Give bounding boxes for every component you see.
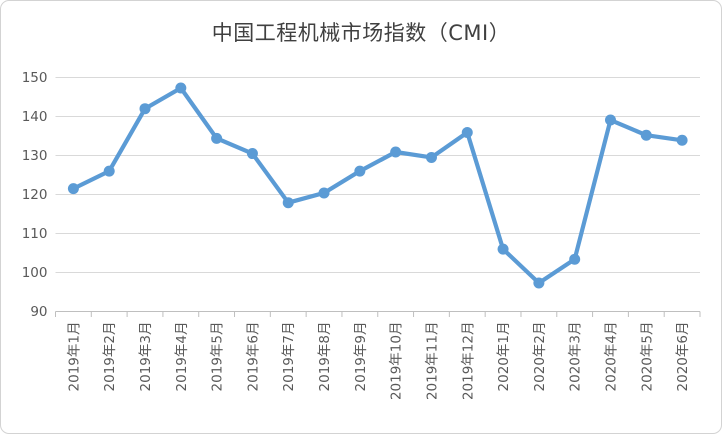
y-axis-tick-label: 130 — [22, 148, 48, 164]
x-axis-tick-label: 2019年12月 — [460, 322, 476, 401]
x-axis-tick-label: 2019年3月 — [138, 322, 154, 392]
data-point-marker — [246, 148, 258, 160]
x-axis-tick-label: 2019年10月 — [389, 322, 405, 401]
data-series-line — [71, 85, 685, 286]
x-axis-tick-label: 2020年1月 — [496, 322, 512, 392]
data-point-marker — [461, 126, 473, 138]
x-axis-tick-label: 2020年2月 — [532, 322, 548, 392]
data-point-marker — [533, 277, 545, 289]
x-axis-tick-label: 2019年9月 — [353, 322, 369, 392]
data-point-marker — [139, 103, 151, 115]
x-axis-tick-label: 2019年11月 — [424, 322, 440, 401]
x-axis-tick-label: 2019年7月 — [281, 322, 297, 392]
data-point-marker — [569, 253, 581, 265]
data-point-marker — [103, 165, 115, 177]
x-axis-tick-label: 2020年4月 — [603, 322, 619, 392]
x-axis-tick-label: 2020年6月 — [675, 322, 691, 392]
y-axis-tick-label: 90 — [30, 304, 47, 320]
data-point-marker — [497, 243, 509, 255]
data-point-marker — [175, 82, 187, 94]
x-axis-tick-label: 2020年3月 — [568, 322, 584, 392]
data-point-marker — [640, 129, 652, 141]
data-point-marker — [282, 197, 294, 209]
data-point-marker — [67, 183, 79, 195]
y-axis-tick-label: 140 — [22, 109, 48, 125]
x-axis-tick-label: 2019年4月 — [174, 322, 190, 392]
data-point-marker — [390, 146, 402, 158]
x-axis-tick-label: 2019年8月 — [317, 322, 333, 392]
data-point-marker — [676, 134, 688, 146]
y-axis-tick-label: 120 — [22, 187, 48, 203]
x-axis-tick-label: 2019年1月 — [66, 322, 82, 392]
y-axis-tick-label: 150 — [22, 70, 48, 86]
y-axis-tick-label: 110 — [22, 226, 48, 242]
chart-title: 中国工程机械市场指数（CMI） — [211, 21, 511, 45]
data-point-marker — [604, 114, 616, 126]
data-point-marker — [318, 187, 330, 199]
x-axis-tick-label: 2019年2月 — [102, 322, 118, 392]
x-axis-tick-label: 2019年5月 — [210, 322, 226, 392]
data-point-marker — [354, 165, 366, 177]
data-point-marker — [211, 132, 223, 144]
data-point-marker — [425, 151, 437, 163]
y-axis-tick-label: 100 — [22, 265, 48, 281]
x-axis-tick-label: 2019年6月 — [245, 322, 261, 392]
x-axis-tick-label: 2020年5月 — [639, 322, 655, 392]
